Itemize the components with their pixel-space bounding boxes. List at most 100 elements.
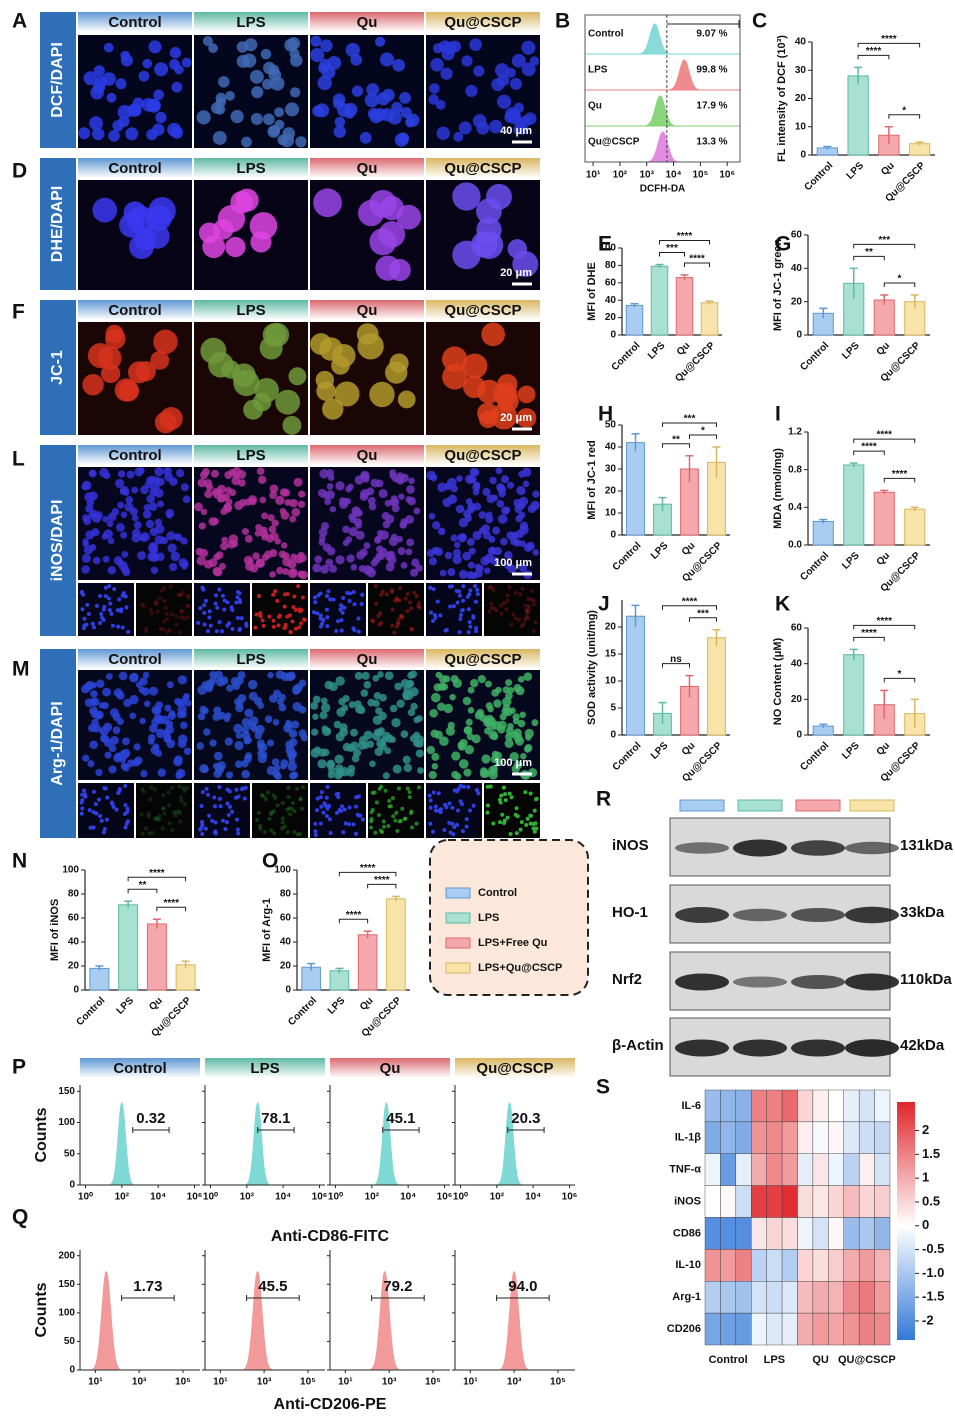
cell xyxy=(310,48,325,63)
cell xyxy=(287,761,297,772)
cell xyxy=(203,598,208,603)
cell xyxy=(82,616,87,621)
heatmap-cell xyxy=(858,1281,875,1314)
x-tick-label: 10¹ xyxy=(213,1377,228,1388)
group-header-label: LPS xyxy=(236,160,265,177)
cell xyxy=(185,603,190,608)
sample-label: LPS xyxy=(588,65,608,76)
micrograph-channel xyxy=(136,783,192,838)
cell xyxy=(259,496,267,504)
cell xyxy=(108,765,117,774)
panel-letter: F xyxy=(12,301,25,324)
cell xyxy=(177,630,182,635)
cell xyxy=(292,809,297,814)
cell xyxy=(149,785,154,790)
x-tick-label: 10³ xyxy=(132,1377,147,1388)
cell xyxy=(115,608,120,613)
cell xyxy=(439,569,447,577)
heatmap-cell xyxy=(843,1121,860,1154)
cell xyxy=(384,747,392,755)
cell xyxy=(210,818,215,823)
cell xyxy=(346,554,355,563)
cell xyxy=(292,594,297,599)
cell xyxy=(168,584,173,589)
cell xyxy=(272,689,282,698)
cell xyxy=(178,819,183,824)
cell xyxy=(174,614,179,619)
cell xyxy=(433,808,438,813)
cell xyxy=(431,790,436,795)
y-tick-label: 0 xyxy=(800,150,806,161)
heatmap-cell xyxy=(858,1153,875,1186)
cell xyxy=(355,812,360,817)
cell xyxy=(363,730,373,740)
heatmap-cell xyxy=(874,1249,891,1282)
cell xyxy=(361,671,370,680)
cell xyxy=(208,623,213,628)
cell xyxy=(324,814,329,819)
cell xyxy=(273,589,278,594)
cell xyxy=(232,681,241,691)
cell xyxy=(177,784,182,789)
cell xyxy=(509,752,519,762)
cell xyxy=(271,618,276,623)
significance-bracket xyxy=(853,450,885,456)
cell xyxy=(379,784,384,789)
cell xyxy=(209,677,217,685)
heatmap-cell xyxy=(812,1185,829,1218)
cell xyxy=(154,467,164,477)
cell xyxy=(347,822,352,827)
cell xyxy=(273,796,278,801)
y-tick-label: 150 xyxy=(58,1086,75,1097)
cell xyxy=(532,829,537,834)
cell xyxy=(163,467,172,476)
cell xyxy=(258,475,267,484)
cell xyxy=(525,610,530,615)
cell xyxy=(442,497,452,508)
significance-bracket xyxy=(156,906,187,912)
cell xyxy=(288,367,307,386)
cell xyxy=(227,804,232,809)
significance-label: *** xyxy=(697,608,709,619)
cell xyxy=(313,600,318,605)
cell xyxy=(291,507,301,517)
y-tick-label: 80 xyxy=(605,260,617,271)
cell xyxy=(154,488,164,498)
cell xyxy=(355,521,362,529)
cell xyxy=(398,613,403,618)
cell xyxy=(324,607,329,612)
cell xyxy=(522,480,530,488)
cell xyxy=(491,821,496,826)
cell xyxy=(319,790,324,795)
cell xyxy=(458,593,463,598)
heatmap-cell xyxy=(874,1185,891,1218)
cell xyxy=(108,129,120,142)
significance-bracket xyxy=(127,876,187,882)
cell xyxy=(414,594,419,599)
y-tick-label: 100 xyxy=(58,1117,75,1128)
colorbar xyxy=(897,1102,915,1340)
cell xyxy=(280,820,285,825)
cell xyxy=(176,808,181,813)
cell xyxy=(139,812,144,817)
cell xyxy=(124,502,134,512)
cell xyxy=(457,741,465,750)
cell xyxy=(380,108,395,122)
gate-bracket xyxy=(121,1295,175,1301)
heatmap-cell xyxy=(766,1121,783,1154)
cell xyxy=(395,598,400,603)
significance-bracket xyxy=(689,434,717,439)
significance-bracket xyxy=(883,477,916,483)
cell xyxy=(442,827,447,832)
cell xyxy=(148,502,158,512)
cell xyxy=(244,621,249,626)
cell xyxy=(458,784,463,789)
cell xyxy=(398,586,403,591)
cell xyxy=(166,681,174,689)
cell xyxy=(231,476,241,486)
cell xyxy=(291,605,296,610)
x-tick-label: 10⁵ xyxy=(300,1377,316,1388)
category-label: LPS xyxy=(845,160,867,182)
cell xyxy=(400,615,405,620)
cell xyxy=(171,810,176,815)
